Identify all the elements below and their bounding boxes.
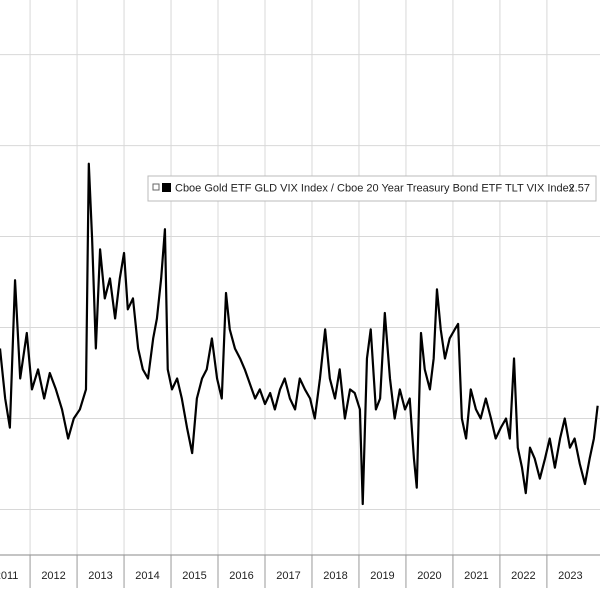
x-tick-label: 2013 — [88, 570, 112, 582]
legend-value: 2.57 — [569, 182, 590, 194]
data-line — [0, 162, 599, 506]
x-tick-label: 2016 — [229, 570, 253, 582]
x-tick-label: 2014 — [135, 570, 159, 582]
legend-label: Cboe Gold ETF GLD VIX Index / Cboe 20 Ye… — [175, 182, 575, 194]
plot — [0, 162, 599, 506]
x-axis-labels: 2011 2012 2013 2014 2015 2016 2017 2018 2019 2020… — [0, 555, 583, 588]
x-tick-label: 2015 — [182, 570, 206, 582]
legend-swatch — [162, 183, 171, 192]
grid — [0, 0, 600, 555]
x-tick-label: 2011 — [0, 570, 18, 582]
x-tick-label: 2019 — [370, 570, 394, 582]
x-tick-label: 2020 — [417, 570, 441, 582]
x-tick-label: 2018 — [323, 570, 347, 582]
legend-box — [147, 175, 597, 202]
legend-toggle — [152, 183, 160, 191]
x-tick-label: 2023 — [558, 570, 582, 582]
x-tick-label: 2012 — [41, 570, 65, 582]
x-tick-label: 2022 — [511, 570, 535, 582]
x-tick-label: 2021 — [464, 570, 488, 582]
legend: Cboe Gold ETF GLD VIX Index / Cboe 20 Ye… — [147, 175, 597, 202]
x-tick-label: 2017 — [276, 570, 300, 582]
